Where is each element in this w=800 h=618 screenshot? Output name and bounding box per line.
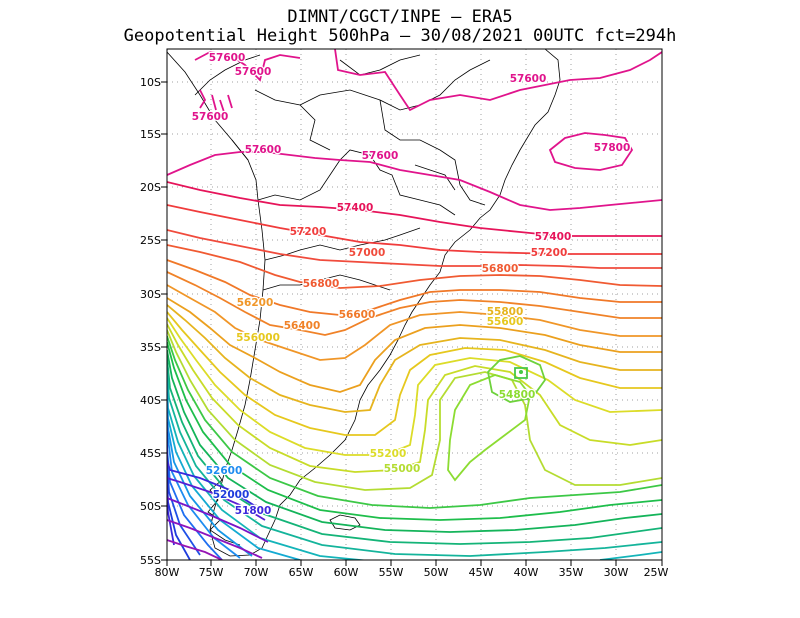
contour-label: 57600 [235,66,272,78]
lon-tick-80w: 80W [155,566,180,579]
lon-tick-30w: 30W [604,566,629,579]
lat-tick-50s: 50S [140,500,161,513]
map-frame [166,48,663,561]
lat-tick-10s: 10S [140,76,161,89]
lon-tick-25w: 25W [644,566,669,579]
contour-label: 57000 [349,247,386,259]
contour-lines [167,49,662,560]
longitude-tick-labels: 80W 75W 70W 65W 60W 55W 50W 45W 40W 35W … [155,566,669,579]
contour-label: 54800 [499,389,536,401]
contour-label: 57800 [594,142,631,154]
contour-label: 55000 [384,463,421,475]
contour-label: 57600 [209,52,246,64]
contour-label: 55800 [487,306,524,318]
contour-label: 57400 [535,231,572,243]
lat-tick-45s: 45S [140,447,161,460]
lon-tick-45w: 45W [469,566,494,579]
lon-tick-75w: 75W [199,566,224,579]
contour-label: 57200 [531,247,568,259]
lat-tick-35s: 35S [140,341,161,354]
lat-tick-25s: 25S [140,234,161,247]
contour-label: 55200 [370,448,407,460]
coastlines-and-borders [167,49,561,557]
lat-tick-30s: 30S [140,288,161,301]
lon-tick-35w: 35W [559,566,584,579]
contour-label: 56800 [482,263,519,275]
contour-label: 57400 [337,202,374,214]
contour-label: 52000 [213,489,250,501]
contour-label: 56200 [237,297,274,309]
contour-label: 57600 [192,111,229,123]
lon-tick-70w: 70W [244,566,269,579]
low-center-marker [519,370,523,374]
lon-tick-65w: 65W [289,566,314,579]
latitude-tick-labels: 10S 15S 20S 25S 30S 35S 40S 45S 50S 55S [140,76,161,567]
lon-tick-40w: 40W [514,566,539,579]
lat-tick-55s: 55S [140,554,161,567]
contour-label: 51800 [235,505,272,517]
lon-tick-55w: 55W [379,566,404,579]
lat-tick-15s: 15S [140,128,161,141]
map-title-line2: Geopotential Height 500hPa – 30/08/2021 … [123,26,677,46]
contour-label: 55600 [487,316,524,328]
axis-tick-marks [161,81,663,566]
contour-label: 56600 [339,309,376,321]
contour-label: 56400 [284,320,321,332]
map-title-line1: DIMNT/CGCT/INPE – ERA5 [287,7,513,27]
contour-label: 56800 [303,278,340,290]
contour-label: 57600 [510,73,547,85]
contour-label: 57600 [362,150,399,162]
contour-label: 52600 [206,465,243,477]
contour-label: 57200 [290,226,327,238]
lat-tick-20s: 20S [140,181,161,194]
lon-tick-50w: 50W [424,566,449,579]
map-area: 57600 57600 57600 57600 57600 57800 57600 57400… [167,49,662,560]
contour-label: 57600 [245,144,282,156]
lon-tick-60w: 60W [334,566,359,579]
contour-labels: 57600 57600 57600 57600 57600 57800 57600 57400… [190,51,631,519]
contour-label: 556000 [236,332,280,344]
lat-tick-40s: 40S [140,394,161,407]
